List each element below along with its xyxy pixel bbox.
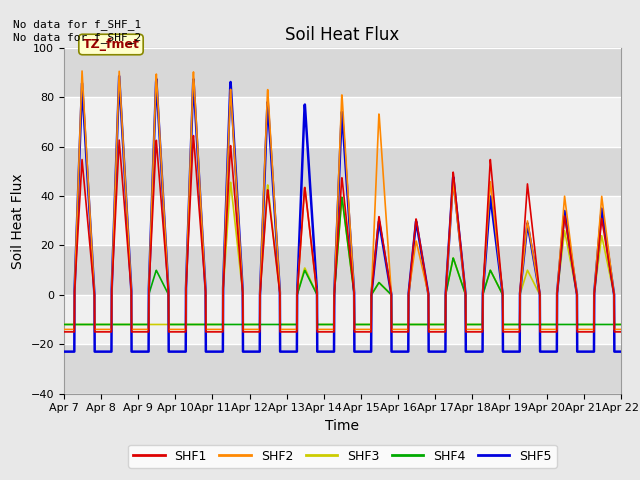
Bar [64, 344, 621, 394]
Bar [64, 245, 621, 295]
Bar [64, 147, 621, 196]
Legend: SHF1, SHF2, SHF3, SHF4, SHF5: SHF1, SHF2, SHF3, SHF4, SHF5 [128, 445, 557, 468]
Y-axis label: Soil Heat Flux: Soil Heat Flux [12, 173, 25, 269]
X-axis label: Time: Time [325, 419, 360, 433]
Text: TZ_fmet: TZ_fmet [83, 38, 140, 51]
Text: No data for f_SHF_1
No data for f_SHF_2: No data for f_SHF_1 No data for f_SHF_2 [13, 19, 141, 43]
Bar [64, 48, 621, 97]
Title: Soil Heat Flux: Soil Heat Flux [285, 25, 399, 44]
